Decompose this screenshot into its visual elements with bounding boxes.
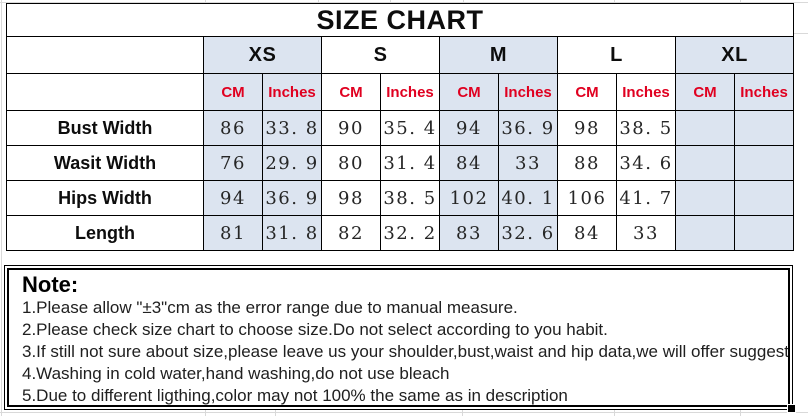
spreadsheet-gridline: [390, 0, 391, 3]
measure-cell: 98: [321, 180, 381, 216]
unit-header-m-cm: CM: [439, 73, 499, 111]
unit-header-m-inches: Inches: [498, 73, 558, 111]
measure-cell: 81: [203, 215, 263, 251]
measure-cell: 40. 1: [498, 180, 558, 216]
spreadsheet-gridline: [462, 410, 463, 416]
note-lines: 1.Please allow "±3"cm as the error range…: [22, 297, 790, 405]
title-row: SIZE CHART: [5, 3, 795, 37]
size-header-l: L: [557, 36, 676, 74]
note-line-1: 1.Please allow "±3"cm as the error range…: [22, 298, 518, 317]
measure-cell: 32. 2: [380, 215, 440, 251]
measure-cell: 102: [439, 180, 499, 216]
row-label: Bust Width: [6, 110, 204, 146]
size-chart-table: SIZE CHART XS S M L XL CM Inches CM Inches CM Inc…: [5, 3, 795, 251]
measure-cell: 94: [439, 110, 499, 146]
measure-cell: 82: [321, 215, 381, 251]
unit-header-l-cm: CM: [557, 73, 617, 111]
spreadsheet-gridline: [318, 0, 319, 3]
measure-cell: 32. 6: [498, 215, 558, 251]
size-header-row: XS S M L XL: [6, 36, 795, 74]
measure-cell: 38. 5: [380, 180, 440, 216]
note-line-2: 2.Please check size chart to choose size…: [22, 320, 608, 339]
note-inner: Note: 1.Please allow "±3"cm as the error…: [7, 268, 790, 407]
size-header-m: M: [439, 36, 558, 74]
size-header-xs: XS: [203, 36, 322, 74]
unit-header-l-inches: Inches: [616, 73, 676, 111]
table-row: Hips Width 94 36. 9 98 38. 5 102 40. 1 106 41. 7: [6, 180, 795, 216]
unit-header-s-inches: Inches: [380, 73, 440, 111]
note-line-3: 3.If still not sure about size,please le…: [22, 342, 790, 361]
spreadsheet-gridline: [1, 0, 2, 416]
note-heading: Note:: [22, 272, 79, 297]
measure-cell: 31. 8: [262, 215, 322, 251]
measure-cell: [675, 180, 735, 216]
measure-cell: 38. 5: [616, 110, 676, 146]
measure-cell: 83: [439, 215, 499, 251]
spreadsheet-gridline: [0, 2, 808, 3]
measure-cell: 33. 8: [262, 110, 322, 146]
measure-cell: [733, 215, 795, 251]
selection-handle-icon: [787, 404, 796, 413]
note-line-5: 5.Due to different ligthing,color may no…: [22, 386, 568, 405]
measure-cell: [733, 180, 795, 216]
table-row: Length 81 31. 8 82 32. 2 83 32. 6 84 33: [6, 215, 795, 251]
unit-header-xl-inches: Inches: [733, 73, 795, 111]
measure-cell: 34. 6: [616, 145, 676, 181]
measure-cell: 94: [203, 180, 263, 216]
page-title: SIZE CHART: [5, 3, 795, 37]
unit-header-xs-inches: Inches: [262, 73, 322, 111]
measure-cell: 80: [321, 145, 381, 181]
measure-cell: 31. 4: [380, 145, 440, 181]
spreadsheet-gridline: [205, 0, 206, 3]
unit-header-s-cm: CM: [321, 73, 381, 111]
table-row: Wasit Width 76 29. 9 80 31. 4 84 33 88 34. 6: [6, 145, 795, 181]
measure-cell: 90: [321, 110, 381, 146]
size-header-xl: XL: [674, 36, 795, 74]
unit-header-xl-cm: CM: [675, 73, 735, 111]
measure-cell: 29. 9: [262, 145, 322, 181]
corner-cell-sizes: [6, 36, 204, 74]
size-header-s: S: [321, 36, 440, 74]
spreadsheet-gridline: [275, 410, 276, 416]
measure-cell: [675, 145, 735, 181]
unit-header-xs-cm: CM: [203, 73, 263, 111]
measure-cell: 36. 9: [262, 180, 322, 216]
table-row: Bust Width 86 33. 8 90 35. 4 94 36. 9 98 38. 5: [6, 110, 795, 146]
measure-cell: 106: [557, 180, 617, 216]
spreadsheet-gridline: [793, 33, 808, 34]
row-label: Length: [6, 215, 204, 251]
corner-cell-units: [6, 73, 204, 111]
measure-cell: 76: [203, 145, 263, 181]
measure-cell: 41. 7: [616, 180, 676, 216]
measure-cell: 98: [557, 110, 617, 146]
row-label: Hips Width: [6, 180, 204, 216]
measure-cell: 84: [439, 145, 499, 181]
measure-cell: [675, 215, 735, 251]
measure-cell: 35. 4: [380, 110, 440, 146]
measure-cell: [733, 110, 795, 146]
measure-cell: 36. 9: [498, 110, 558, 146]
measure-cell: 33: [616, 215, 676, 251]
measure-cell: [733, 145, 795, 181]
spreadsheet-gridline: [463, 0, 464, 3]
spreadsheet-gridline: [740, 410, 741, 416]
measure-cell: [675, 110, 735, 146]
measure-cell: 88: [557, 145, 617, 181]
unit-header-row: CM Inches CM Inches CM Inches CM Inches CM Inches: [6, 73, 795, 111]
spreadsheet-gridline: [740, 0, 741, 3]
spreadsheet-gridline: [0, 412, 808, 413]
spreadsheet-gridline: [614, 0, 615, 3]
note-box: Note: 1.Please allow "±3"cm as the error…: [4, 265, 796, 413]
measure-cell: 33: [498, 145, 558, 181]
measure-cell: 86: [203, 110, 263, 146]
spreadsheet-gridline: [614, 410, 615, 416]
spreadsheet-gridline: [205, 410, 206, 416]
measure-cell: 84: [557, 215, 617, 251]
row-label: Wasit Width: [6, 145, 204, 181]
note-line-4: 4.Washing in cold water,hand washing,do …: [22, 364, 450, 383]
